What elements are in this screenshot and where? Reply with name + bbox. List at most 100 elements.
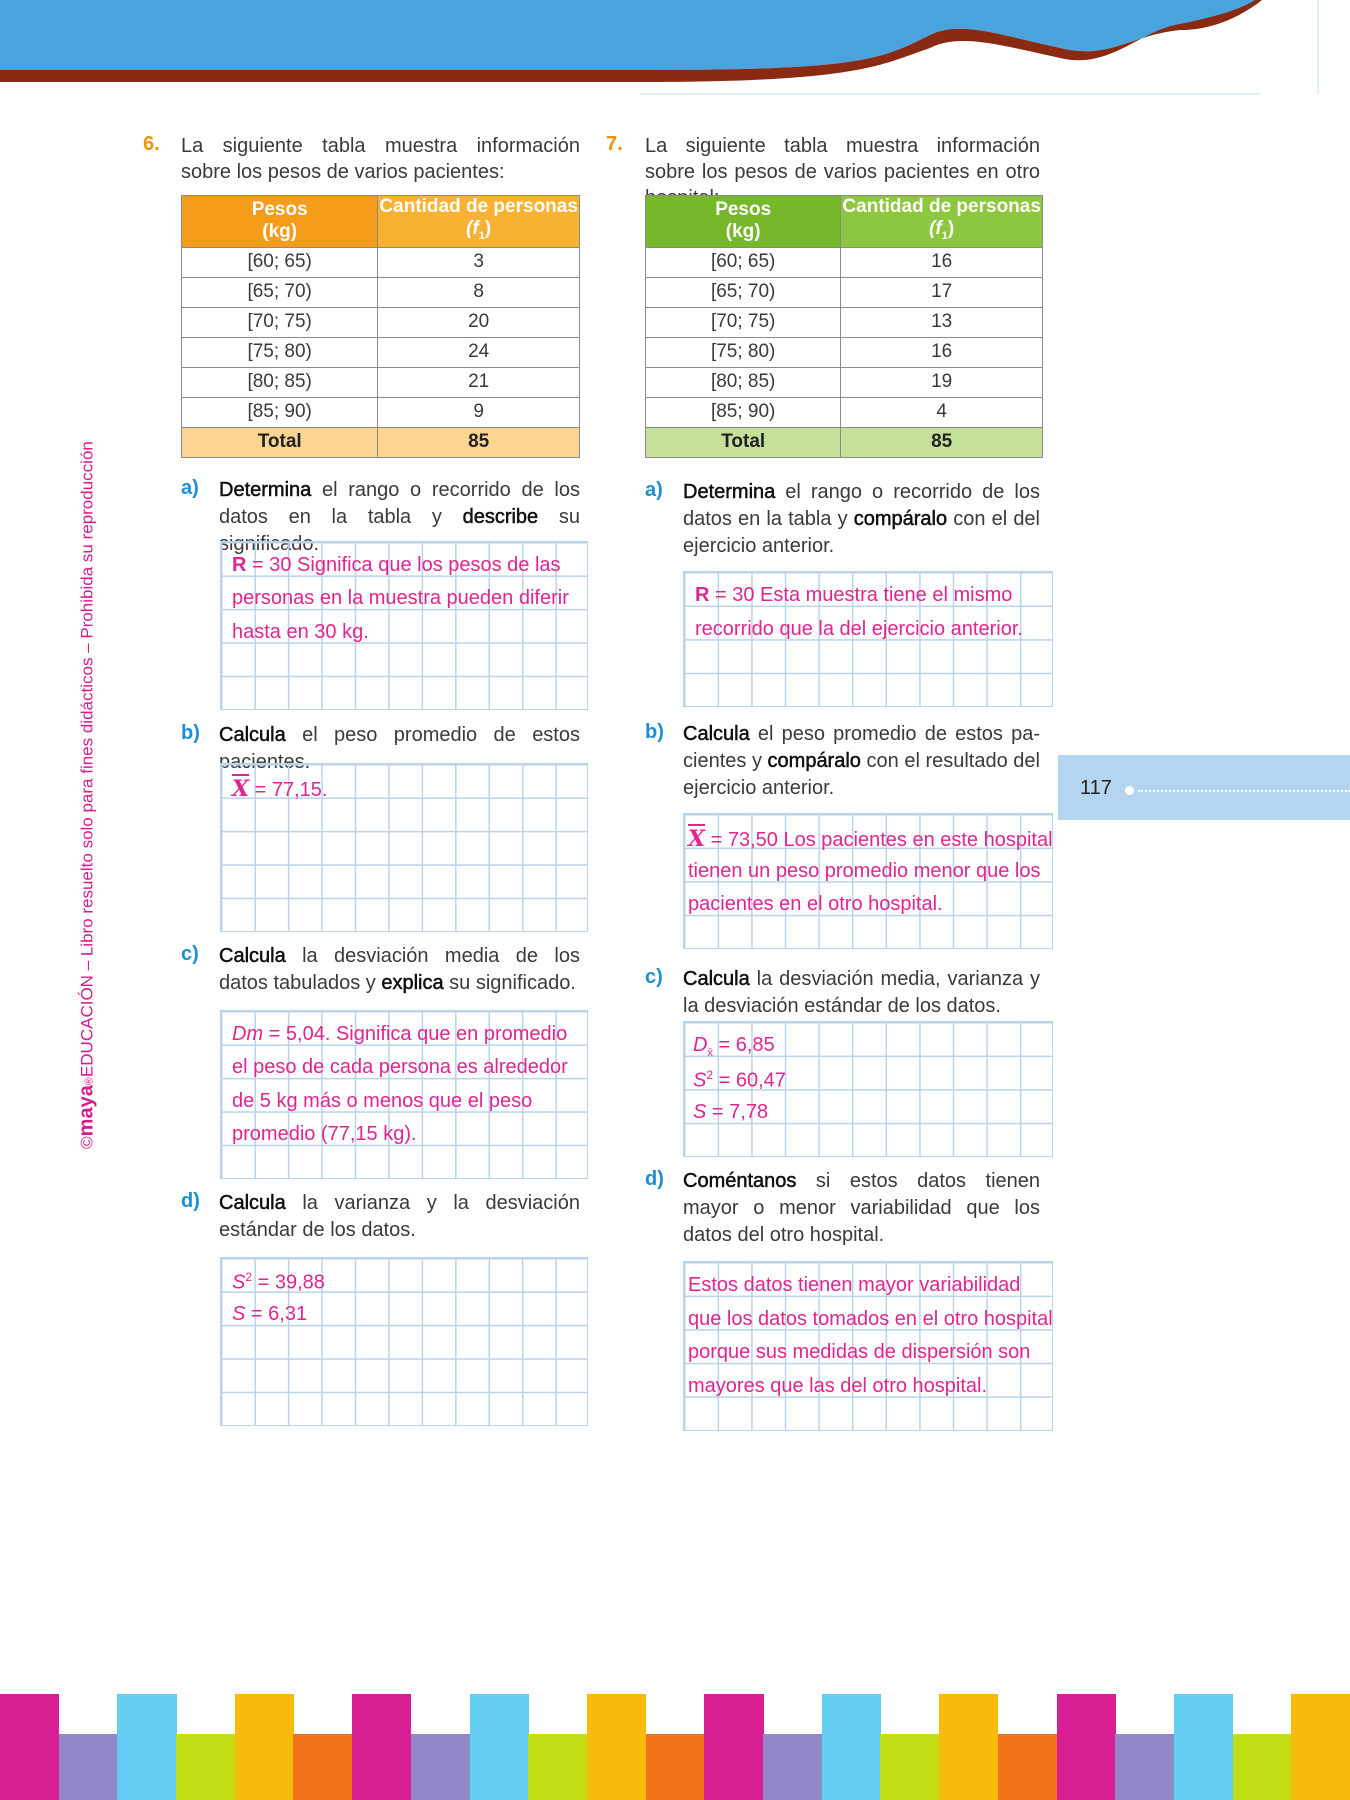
answer-text: = 30 Esta muestra tiene el mismo — [709, 584, 1013, 606]
item-prompt: Calcula el peso promedio de estos pa­cie… — [683, 721, 1040, 802]
copyright-notice: ©maya®EDUCACIÓN – Libro resuelto solo pa… — [76, 441, 99, 1149]
prompt-keyword: Determina — [683, 481, 776, 504]
exercise-number: 6. — [143, 133, 160, 155]
footer-stripe — [645, 1734, 705, 1800]
item-prompt: Calcula la desviación media, varianza y … — [683, 966, 1040, 1020]
copyright-symbol: © — [77, 1136, 97, 1149]
answer-grid — [220, 1010, 588, 1179]
table-cell: 9 — [377, 396, 580, 428]
table-row: [60; 65) 3 — [180, 246, 580, 278]
total-cell: Total — [180, 426, 379, 458]
table-cell: [60; 65) — [180, 246, 379, 278]
footer-stripe — [1173, 1694, 1234, 1800]
answer-grid — [683, 1021, 1053, 1157]
item-prompt: Determina el rango o recorrido de los da… — [219, 477, 580, 558]
answer-line: hasta en 30 kg. — [232, 621, 369, 644]
item-letter: b) — [181, 722, 200, 744]
header-line: (kg) — [262, 221, 298, 243]
answer-text: D — [693, 1034, 708, 1056]
table-cell: [70; 75) — [180, 306, 379, 338]
answer-text: = 73,50 Los pacientes en este hospital — [705, 829, 1053, 851]
prompt-keyword: Calcula — [219, 724, 286, 747]
frequency-table: Pesos (kg) Cantidad de personas (f1) [60; 65… — [180, 195, 580, 458]
answer-text: de 5 kg más o menos que el peso — [232, 1089, 533, 1112]
footer-stripe — [704, 1694, 764, 1800]
answer-text: S — [232, 1303, 246, 1326]
footer-stripe — [939, 1694, 999, 1800]
answer-line: Dm = 5,04. Significa que en promedio — [232, 1023, 567, 1046]
table-cell: 8 — [377, 276, 580, 308]
superscript: 2 — [245, 1270, 253, 1284]
prompt-text: el peso promedio de estos pa­cientes y — [683, 723, 1040, 772]
answer-text: = 30 Significa que los pesos de las — [246, 554, 561, 576]
item-letter: d) — [645, 1168, 664, 1190]
answer-line: mayores que las del otro hospital. — [688, 1375, 987, 1398]
footer-stripe — [234, 1694, 294, 1800]
total-cell: 85 — [840, 426, 1043, 458]
page-number-tab: 117 — [1058, 755, 1350, 820]
table-cell: [75; 80) — [644, 336, 842, 368]
prompt-keyword: explica — [381, 972, 444, 995]
registered-symbol: ® — [83, 1077, 96, 1086]
table-cell: 3 — [377, 246, 580, 278]
column-header: Pesos (kg) — [644, 195, 842, 248]
item-letter: d) — [181, 1190, 200, 1212]
table-cell: [85; 90) — [644, 396, 842, 428]
answer-line: promedio (77,15 kg). — [232, 1123, 417, 1146]
total-cell: Total — [644, 426, 842, 458]
footer-stripe — [586, 1694, 647, 1800]
footer-stripe — [1115, 1734, 1175, 1800]
answer-line: de 5 kg más o menos que el peso — [232, 1090, 532, 1113]
table-row: [85; 90) 9 — [180, 396, 580, 428]
header-line: Pesos — [251, 199, 308, 221]
answer-line: porque sus medidas de dispersión son — [688, 1341, 1030, 1364]
header-subscript: 1 — [478, 229, 485, 242]
prompt-text: la desviación media de los datos tabulad… — [219, 945, 580, 994]
item-prompt: Determina el rango o recorrido de los da… — [683, 479, 1040, 560]
answer-text: promedio (77,15 kg). — [232, 1123, 417, 1146]
prompt-keyword: compáralo — [853, 508, 948, 531]
answer-line: personas en la muestra pueden diferir — [232, 587, 569, 610]
answer-text: Estos datos tienen mayor variabilidad — [688, 1274, 1021, 1296]
answer-text: Dm — [232, 1023, 264, 1045]
table-total-row: Total 85 — [180, 426, 580, 458]
table-row: [65; 70) 17 — [644, 276, 1043, 308]
table-cell: 4 — [840, 396, 1043, 428]
header-line: Cantidad de personas — [379, 196, 578, 217]
prompt-keyword: Calcula — [683, 723, 750, 746]
answer-text: personas en la muestra pueden diferir — [232, 587, 569, 610]
superscript: 2 — [706, 1067, 714, 1082]
prompt-keyword: Calcula — [219, 945, 286, 968]
item-letter: c) — [645, 966, 663, 988]
dot-icon — [1125, 786, 1134, 795]
answer-text: tienen un peso promedio menor que los — [688, 859, 1041, 882]
answer-line: R = 30 Significa que los pesos de las — [232, 554, 561, 577]
answer-text: hasta en 30 kg. — [232, 620, 369, 643]
answer-grid — [683, 571, 1053, 707]
prompt-text: el rango o recorrido de los datos en la … — [219, 479, 580, 528]
exercise-intro: La siguiente tabla muestra información s… — [181, 135, 580, 183]
table-header-row: Pesos (kg) Cantidad de personas (f1) — [644, 195, 1043, 248]
table-row: [80; 85) 21 — [180, 366, 580, 398]
header-line: Cantidad de personas — [842, 196, 1041, 217]
answer-line: Dx̄ = 6,85 — [693, 1034, 775, 1059]
item-letter: b) — [645, 721, 664, 743]
answer-text: = 6,31 — [245, 1303, 308, 1326]
footer-stripe — [821, 1694, 881, 1800]
frequency-table: Pesos (kg) Cantidad de personas (f1) [60; 65… — [644, 195, 1043, 458]
table-cell: [65; 70) — [644, 276, 842, 308]
prompt-text: la desviación media, varianza y la desvi… — [683, 968, 1040, 1017]
footer-stripe — [58, 1734, 118, 1800]
table-cell: 20 — [377, 306, 580, 338]
dotted-line — [1138, 790, 1350, 792]
mean-symbol: X — [688, 826, 706, 852]
table-cell: 17 — [840, 276, 1043, 308]
header-line: ) — [947, 218, 955, 239]
answer-grid — [220, 541, 588, 710]
table-cell: 16 — [840, 336, 1043, 368]
answer-text: porque sus medidas de dispersión son — [688, 1341, 1031, 1364]
answer-grid — [683, 813, 1053, 949]
prompt-text: si estos datos tienen mayor o menor vari… — [683, 1170, 1040, 1246]
answer-line: S = 6,31 — [232, 1303, 307, 1326]
answer-line: tienen un peso promedio menor que los — [688, 860, 1040, 883]
